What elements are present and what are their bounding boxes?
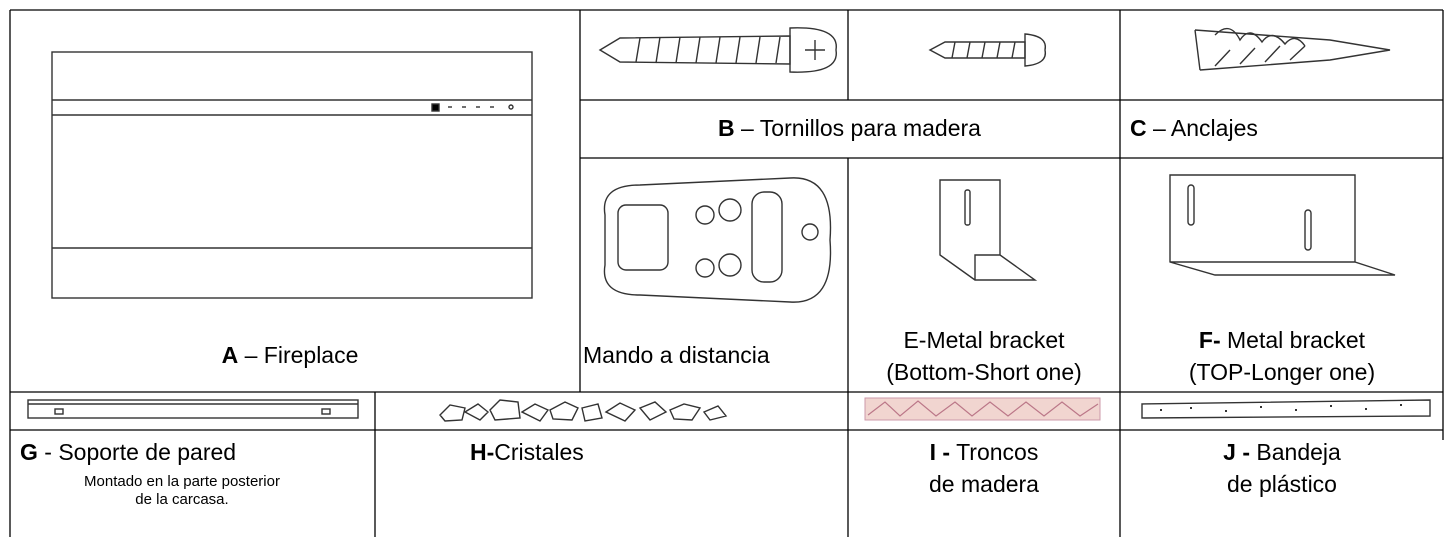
part-label: (Bottom-Short one) [886, 359, 1082, 385]
long-bracket-drawing [1169, 174, 1396, 276]
short-bracket-drawing [939, 179, 1038, 281]
part-name: Cristales [494, 439, 583, 465]
part-letter: I - [930, 439, 950, 465]
part-letter: F- [1199, 327, 1221, 353]
part-name: Troncos [956, 439, 1038, 465]
part-name: Bandeja [1256, 439, 1341, 465]
tray-drawing [1141, 399, 1431, 419]
part-label: de plástico [1227, 471, 1337, 497]
part-name: - Soporte de pared [44, 439, 236, 465]
part-note: Montado en la parte posterior [84, 473, 280, 490]
anchor-drawing [1194, 27, 1391, 71]
part-note: de la carcasa. [135, 491, 228, 508]
part-letter: A [222, 342, 239, 368]
part-label: de madera [929, 471, 1039, 497]
part-label: J - Bandeja [1223, 439, 1341, 465]
part-letter: G [20, 439, 38, 465]
part-name: – Tornillos para madera [741, 115, 981, 141]
logs-drawing [864, 397, 1101, 421]
part-name: – Anclajes [1153, 115, 1258, 141]
part-letter: C [1130, 115, 1147, 141]
part-name: Metal bracket [1227, 327, 1366, 353]
part-letter: J - [1223, 439, 1250, 465]
part-label: C – Anclajes [1130, 115, 1258, 141]
part-label: A – Fireplace [222, 342, 359, 368]
fireplace-drawing [51, 51, 533, 299]
part-label: (TOP-Longer one) [1189, 359, 1375, 385]
part-letter: H- [470, 439, 494, 465]
part-label: G - Soporte de pared [20, 439, 236, 465]
wall-mount-drawing [27, 399, 359, 419]
part-label: Mando a distancia [583, 342, 770, 368]
table-grid [9, 9, 1444, 537]
screw-drawing [598, 27, 1047, 73]
part-label: B – Tornillos para madera [718, 115, 981, 141]
part-letter: B [718, 115, 735, 141]
part-label: I - Troncos [930, 439, 1039, 465]
remote-drawing [603, 177, 832, 303]
part-name: – Fireplace [245, 342, 359, 368]
part-label: H-Cristales [470, 439, 584, 465]
part-label: E-Metal bracket [903, 327, 1065, 353]
crystals-drawing [439, 399, 728, 422]
part-label: F- Metal bracket [1199, 327, 1366, 353]
